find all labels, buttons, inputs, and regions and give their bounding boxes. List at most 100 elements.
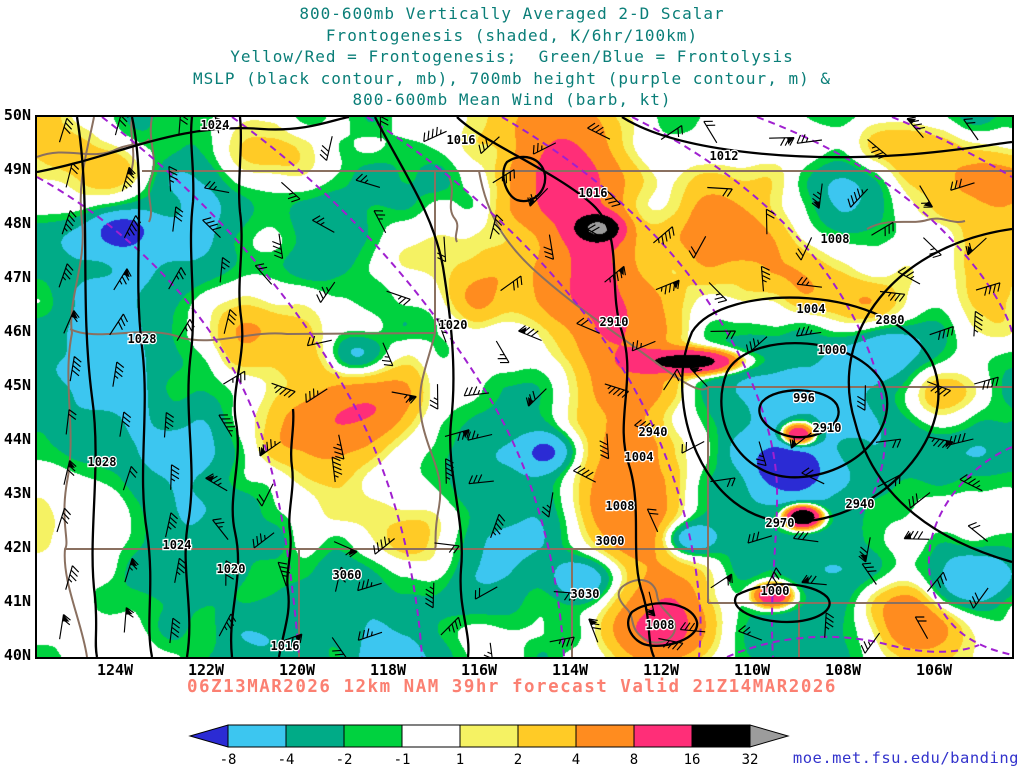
wind-barb xyxy=(445,458,455,484)
wind-barb xyxy=(579,219,602,238)
wind-barb-pennant xyxy=(409,395,417,403)
wind-barb xyxy=(163,412,175,438)
colorbar-tick-label: 1 xyxy=(456,752,464,768)
wind-barb xyxy=(703,120,718,144)
height-contour xyxy=(891,117,1012,178)
wind-barb xyxy=(599,433,610,460)
wind-barb xyxy=(760,265,771,292)
wind-barb-pennant xyxy=(690,367,700,374)
wind-barb xyxy=(959,474,983,492)
lon-axis-label: 120W xyxy=(278,661,316,679)
height-contour xyxy=(927,446,1012,656)
mslp-contour-label: 1016 xyxy=(271,639,300,653)
wind-barb xyxy=(334,566,349,592)
wind-barb-pennant xyxy=(518,327,527,334)
colorbar-segment xyxy=(401,724,461,748)
wind-barb xyxy=(174,557,187,583)
lat-axis-label: 46N xyxy=(3,322,31,340)
colorbar-segment xyxy=(227,724,287,748)
map-overlay: 1024 1016 1012 1016 1008 1004 1000 996 1020 1028 1… xyxy=(37,117,1012,657)
wind-barb xyxy=(532,142,557,155)
wind-barb xyxy=(796,134,822,144)
wind-barb xyxy=(483,642,493,657)
wind-barb xyxy=(765,208,775,235)
mslp-contour-label: 1008 xyxy=(646,618,675,632)
wind-barb xyxy=(811,183,823,209)
wind-barb xyxy=(879,290,906,302)
wind-barb xyxy=(205,473,228,492)
wind-barb xyxy=(312,215,335,233)
wind-barb-pennant xyxy=(462,429,470,438)
wind-barb xyxy=(357,578,382,592)
wind-barb-pennant xyxy=(348,548,357,556)
height-contour-label: 2910 xyxy=(813,421,842,435)
lat-axis-label: 43N xyxy=(3,484,31,502)
wind-barb xyxy=(495,340,510,364)
wind-barb xyxy=(252,532,275,549)
wind-barb xyxy=(492,169,515,184)
credit-link[interactable]: moe.met.fsu.edu/banding xyxy=(792,749,1019,767)
wind-barb-pennant xyxy=(923,201,933,208)
height-contour xyxy=(756,117,1012,333)
mslp-contour xyxy=(502,155,547,203)
height-contour-label: 2970 xyxy=(766,516,795,530)
wind-barb-pennant xyxy=(123,268,130,278)
wind-barb xyxy=(646,508,659,533)
wind-barb xyxy=(541,492,554,518)
wind-barb xyxy=(969,587,989,609)
wind-barb xyxy=(109,313,129,336)
height-contour xyxy=(366,117,702,657)
mslp-contour-label: 1020 xyxy=(439,318,468,332)
wind-barb-pennant xyxy=(618,266,624,276)
lon-axis-label: 108W xyxy=(824,661,862,679)
wind-barb xyxy=(500,275,523,292)
wind-barb xyxy=(278,633,303,648)
wind-barb xyxy=(225,560,235,586)
wind-barb xyxy=(653,226,675,245)
wind-barb-pennant xyxy=(205,475,215,482)
wind-barb xyxy=(974,376,999,390)
state-border xyxy=(478,170,709,391)
wind-barb xyxy=(65,409,77,435)
wind-barb xyxy=(474,586,498,600)
wind-barb xyxy=(172,206,184,232)
mslp-contour xyxy=(681,296,940,524)
wind-barb xyxy=(357,628,383,641)
height-contour-label: 3060 xyxy=(333,568,362,582)
wind-barb xyxy=(681,440,705,454)
wind-barb xyxy=(658,637,684,651)
wind-barb xyxy=(903,530,930,540)
wind-barb xyxy=(277,561,291,587)
mslp-contour-label: 1016 xyxy=(579,186,608,200)
colorbar-segment xyxy=(575,724,635,748)
mslp-contour-label: 1000 xyxy=(818,343,847,357)
wind-barb xyxy=(801,574,827,586)
wind-barb-pennant xyxy=(127,167,135,175)
wind-barb xyxy=(553,591,580,602)
title-line-5: 800-600mb Mean Wind (barb, kt) xyxy=(352,90,672,109)
wind-barb xyxy=(373,210,387,234)
wind-barb xyxy=(423,126,447,143)
wind-barb xyxy=(114,117,129,136)
wind-barb xyxy=(467,430,493,441)
wind-barb xyxy=(305,388,328,403)
wind-barb xyxy=(963,118,979,141)
mslp-contour xyxy=(758,389,840,439)
wind-barb xyxy=(436,318,450,343)
wind-barb xyxy=(573,465,596,483)
wind-barb xyxy=(212,518,229,540)
wind-barb xyxy=(679,621,706,633)
wind-barb xyxy=(490,513,506,538)
wind-barb xyxy=(764,567,782,591)
colorbar-tick-label: -4 xyxy=(278,752,295,768)
colorbar-arrow-low xyxy=(188,724,229,748)
wind-barb xyxy=(355,173,381,188)
contour-labels-layer: 1024 1016 1012 1016 1008 1004 1000 996 1020 1028 1… xyxy=(86,117,905,654)
wind-barb xyxy=(61,210,77,235)
title-line-4: MSLP (black contour, mb), 700mb height (… xyxy=(193,68,831,88)
mslp-contour xyxy=(621,117,1012,159)
wind-barb-pennant xyxy=(68,460,75,468)
wind-barb xyxy=(663,368,682,391)
mslp-contour-label: 1004 xyxy=(797,302,826,316)
wind-barb-pennant xyxy=(672,280,680,289)
